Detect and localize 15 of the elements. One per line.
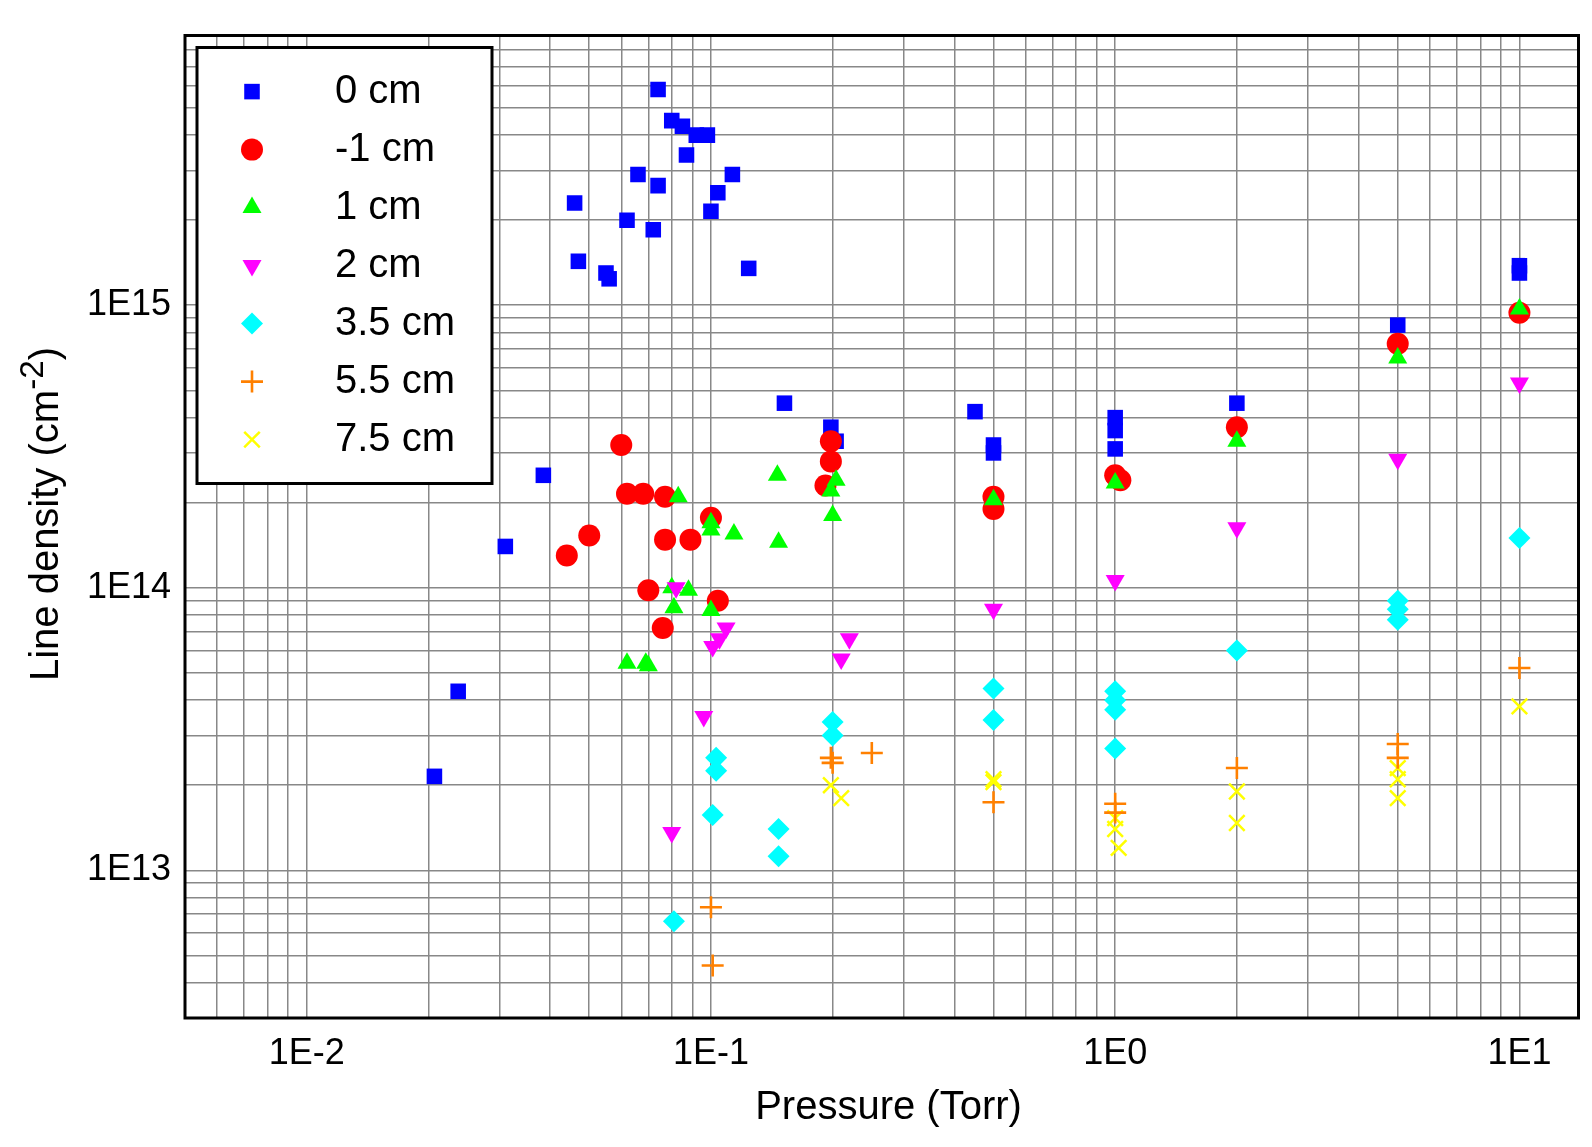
legend-label: 7.5 cm bbox=[335, 414, 456, 459]
legend-label: -1 cm bbox=[335, 124, 435, 169]
x-tick-label: 1E-2 bbox=[268, 1030, 345, 1072]
x-tick-label: 1E-1 bbox=[672, 1030, 749, 1072]
legend-label: 0 cm bbox=[335, 66, 422, 111]
x-tick-label: 1E1 bbox=[1487, 1030, 1552, 1072]
legend-label: 3.5 cm bbox=[335, 298, 456, 343]
y-tick-label: 1E13 bbox=[86, 847, 171, 889]
y-tick-label: 1E15 bbox=[86, 282, 171, 324]
x-axis-title: Pressure (Torr) bbox=[754, 1083, 1023, 1128]
y-tick-label: 1E14 bbox=[86, 564, 171, 606]
legend-label: 1 cm bbox=[335, 182, 422, 227]
legend-label: 5.5 cm bbox=[335, 356, 456, 401]
x-tick-label: 1E0 bbox=[1083, 1030, 1148, 1072]
legend-label: 2 cm bbox=[335, 240, 422, 285]
